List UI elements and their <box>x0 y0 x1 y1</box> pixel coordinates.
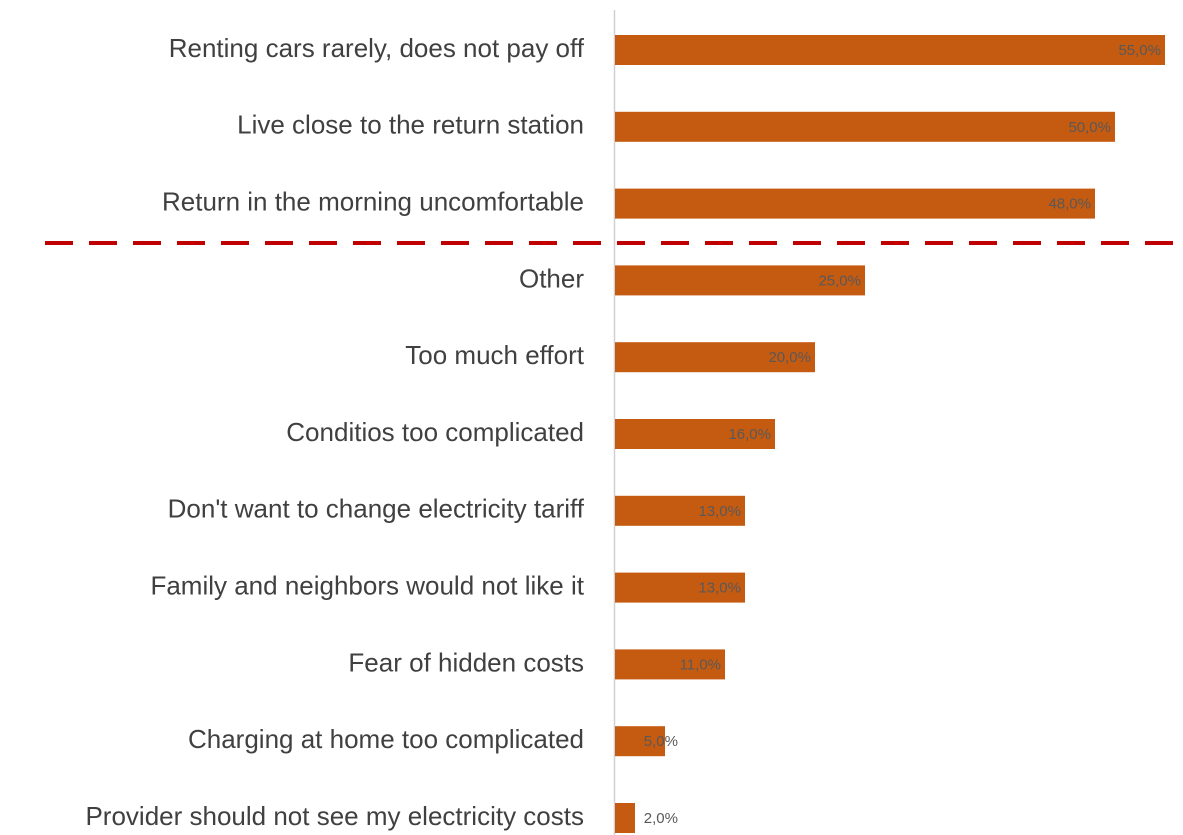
category-label: Charging at home too complicated <box>188 724 584 754</box>
bar <box>615 111 1115 142</box>
value-label: 13,0% <box>698 580 741 597</box>
category-label: Other <box>519 263 584 293</box>
bar <box>615 419 775 449</box>
bar <box>615 188 1095 219</box>
category-label: Conditios too complicated <box>286 417 584 447</box>
bar <box>615 35 1165 65</box>
bar <box>615 342 815 373</box>
category-label: Return in the morning uncomfortable <box>162 186 584 216</box>
value-label: 48,0% <box>1048 196 1091 213</box>
value-label: 5,0% <box>644 733 678 750</box>
bar <box>615 803 635 833</box>
bar <box>615 495 745 526</box>
category-label: Provider should not see my electricity c… <box>85 801 584 831</box>
category-label: Live close to the return station <box>237 110 584 140</box>
category-label: Fear of hidden costs <box>348 647 584 677</box>
value-label: 50,0% <box>1068 119 1111 136</box>
category-label: Too much effort <box>405 340 585 370</box>
category-label: Don't want to change electricity tariff <box>168 494 585 524</box>
value-label: 2,0% <box>644 810 678 827</box>
bar <box>615 572 745 603</box>
value-label: 13,0% <box>698 503 741 520</box>
value-label: 25,0% <box>818 272 861 289</box>
value-label: 55,0% <box>1118 42 1161 59</box>
bar <box>615 649 725 680</box>
value-label: 11,0% <box>680 656 721 673</box>
category-label: Family and neighbors would not like it <box>150 570 584 600</box>
category-label: Renting cars rarely, does not pay off <box>169 33 585 63</box>
bar <box>615 265 865 296</box>
bar <box>615 726 665 757</box>
value-label: 16,0% <box>728 426 771 443</box>
value-label: 20,0% <box>768 349 811 366</box>
